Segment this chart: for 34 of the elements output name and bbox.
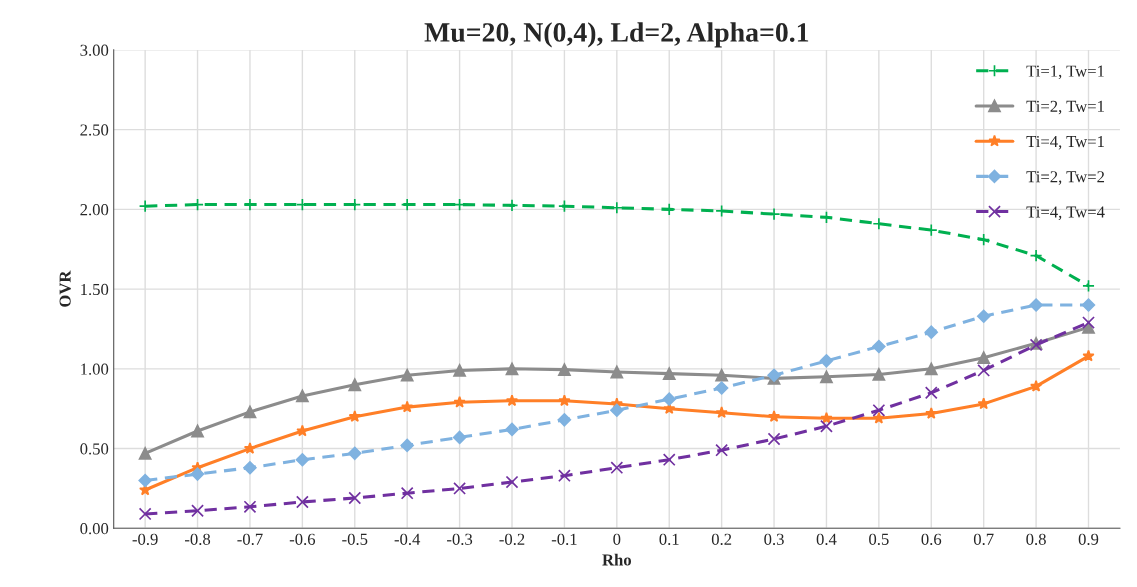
x-tick-label: 0.3 bbox=[764, 533, 784, 545]
x-tick-label: -0.4 bbox=[394, 533, 421, 545]
x-tick-label: 0 bbox=[613, 533, 621, 545]
chart-title: Mu=20, N(0,4), Ld=2, Alpha=0.1 bbox=[424, 22, 809, 48]
x-tick-label: -0.7 bbox=[237, 533, 263, 545]
legend-label: Ti=4, Tw=4 bbox=[1026, 206, 1105, 220]
legend-label: Ti=2, Tw=2 bbox=[1026, 171, 1105, 185]
y-tick-label: 2.50 bbox=[80, 124, 109, 136]
x-axis-title: Rho bbox=[602, 553, 632, 566]
x-tick-label: 0.1 bbox=[659, 533, 679, 545]
x-tick-label: 0.8 bbox=[1026, 533, 1046, 545]
y-tick-label: 1.50 bbox=[81, 283, 109, 296]
x-tick-label: -0.5 bbox=[342, 533, 368, 545]
x-tick-label: 0.9 bbox=[1078, 533, 1099, 545]
legend-label: Ti=4, Tw=1 bbox=[1026, 135, 1104, 150]
legend-label: Ti=2, Tw=1 bbox=[1026, 100, 1104, 115]
x-tick-label: -0.6 bbox=[289, 533, 316, 545]
x-tick-label: -0.2 bbox=[499, 533, 525, 545]
y-tick-label: 2.00 bbox=[80, 204, 109, 216]
legend-label: Ti=1, Tw=1 bbox=[1026, 65, 1104, 80]
y-tick-label: 0.00 bbox=[80, 523, 109, 535]
x-tick-label: -0.3 bbox=[447, 533, 473, 545]
x-tick-label: 0.5 bbox=[869, 533, 889, 545]
x-tick-label: -0.9 bbox=[132, 533, 158, 545]
y-tick-label: 1.00 bbox=[81, 363, 109, 375]
y-axis-title: OVR bbox=[59, 270, 71, 307]
x-tick-label: 0.2 bbox=[711, 533, 732, 545]
x-tick-label: 0.7 bbox=[973, 533, 994, 545]
x-tick-label: 0.6 bbox=[921, 533, 942, 545]
x-tick-label: -0.1 bbox=[551, 533, 577, 545]
x-tick-label: 0.4 bbox=[816, 533, 837, 545]
y-tick-label: 3.00 bbox=[80, 44, 109, 56]
y-tick-label: 0.50 bbox=[80, 443, 109, 455]
x-tick-label: -0.8 bbox=[184, 533, 211, 545]
